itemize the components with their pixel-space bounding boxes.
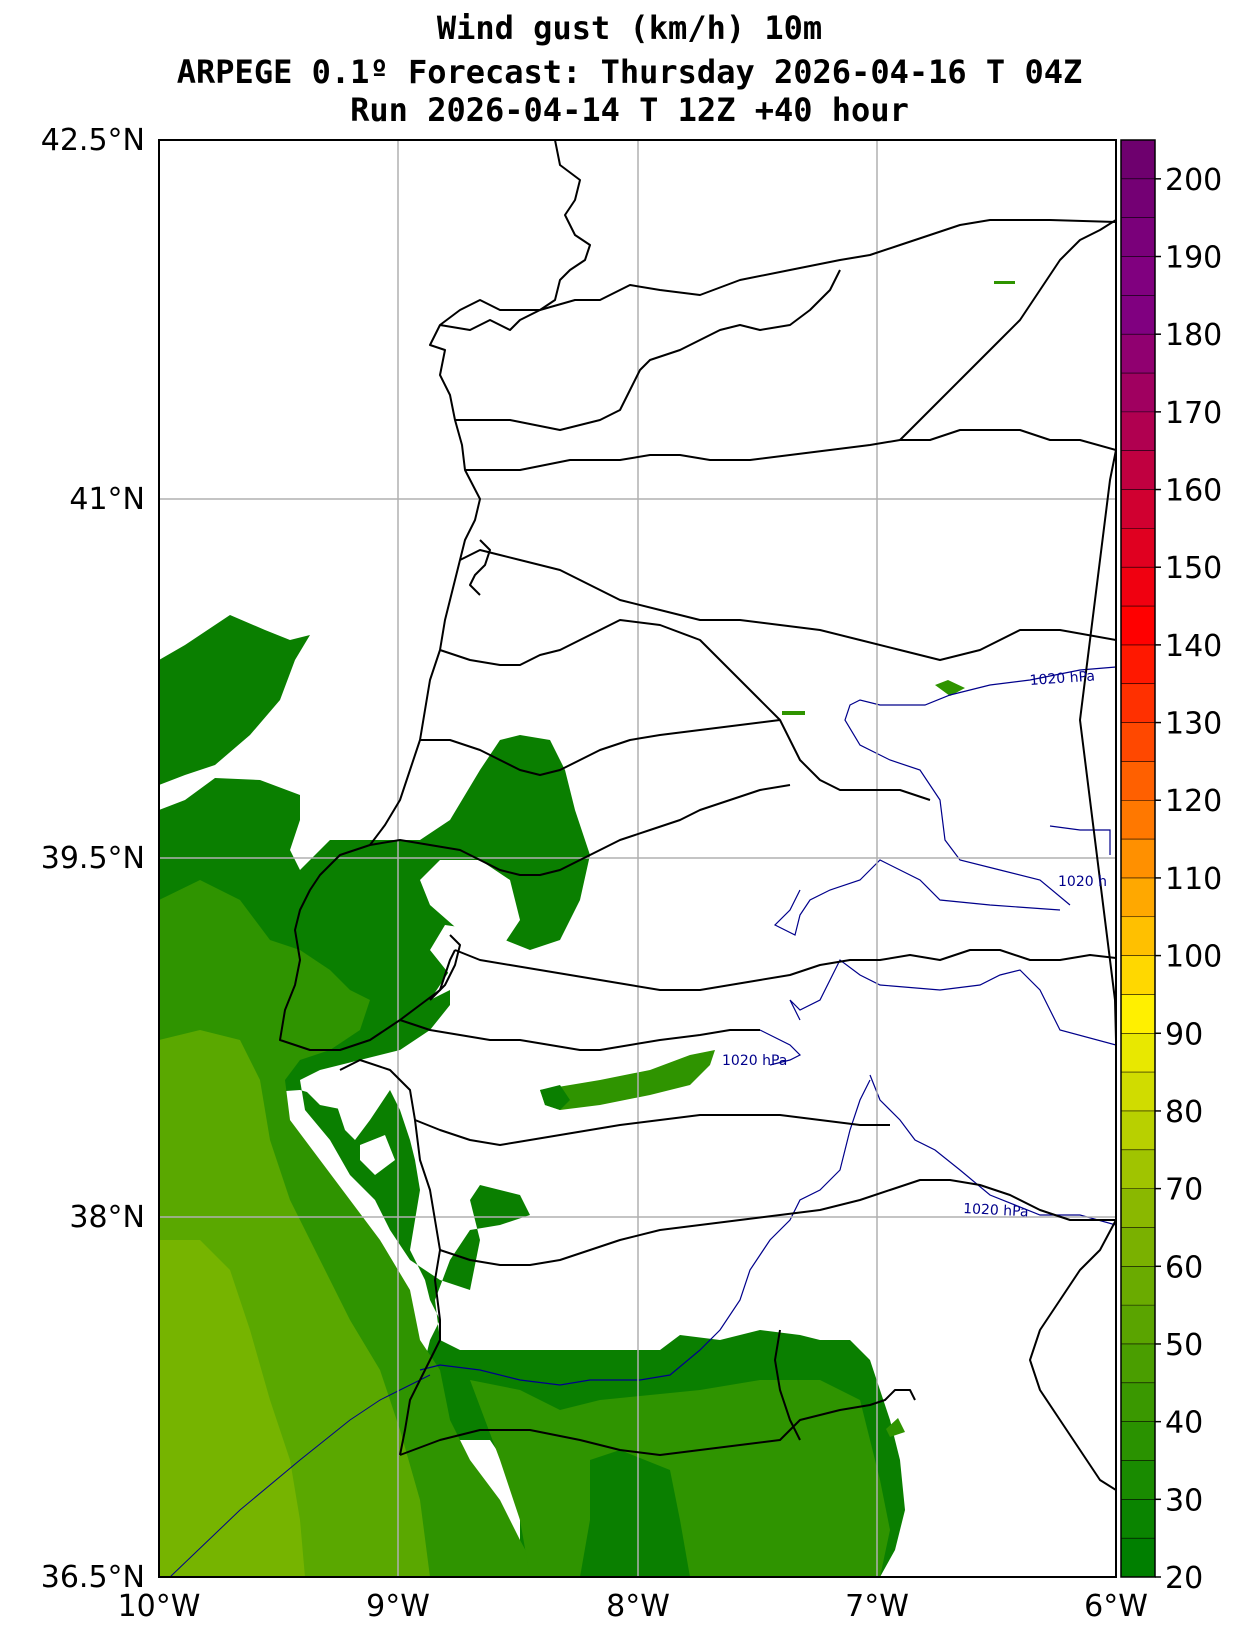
gust-patch-small2 (994, 281, 1015, 284)
lat-tick: 38°N (69, 1200, 145, 1235)
colorbar-segment (1121, 1499, 1155, 1539)
colorbar-segment (1121, 373, 1155, 413)
colorbar-tick-label: 140 (1165, 629, 1222, 664)
colorbar-tick-label: 90 (1165, 1017, 1203, 1052)
lon-tick: 7°W (845, 1589, 909, 1624)
colorbar-segment (1121, 450, 1155, 491)
colorbar-segment (1121, 1072, 1155, 1112)
colorbar-segment (1121, 178, 1155, 219)
boundaries (279, 140, 1116, 1491)
colorbar-segment (1121, 955, 1155, 995)
colorbar-segment (1121, 1538, 1155, 1578)
gust-field (159, 140, 1116, 1577)
colorbar-segment (1121, 489, 1155, 529)
colorbar-tick-label: 200 (1165, 163, 1222, 198)
colorbar-tick-label: 170 (1165, 396, 1222, 431)
gust-patch-small3 (886, 1418, 905, 1437)
colorbar-tick-label: 70 (1165, 1173, 1203, 1208)
gust-patch-offshore (159, 735, 905, 1577)
gust-hole-tejo (420, 860, 520, 1000)
isobar-label-2: 1020 h (1058, 874, 1107, 890)
colorbar-segment (1121, 1460, 1155, 1500)
gust-patch-inland (540, 1050, 715, 1110)
colorbar-segment (1121, 722, 1155, 762)
colorbar-segment (1121, 683, 1155, 724)
colorbar-tick-label: 20 (1165, 1561, 1203, 1596)
colorbar-tick-label: 130 (1165, 707, 1222, 742)
colorbar-tick-label: 110 (1165, 862, 1222, 897)
gust-hole-setubal (305, 1070, 380, 1110)
gust-patch-nw (159, 615, 310, 785)
isobars (419, 666, 1116, 1386)
map-title-line2: ARPEGE 0.1º Forecast: Thursday 2026-04-1… (176, 53, 1083, 91)
pressure-track (169, 1374, 431, 1577)
colorbar-segment (1121, 606, 1155, 646)
colorbar-segment (1121, 1382, 1155, 1423)
colorbar-tick-label: 190 (1165, 241, 1222, 276)
gust-hole-small (360, 1135, 395, 1175)
lat-tick: 42.5°N (41, 123, 145, 158)
isobar-label-1: 1020 hPa (1029, 668, 1095, 689)
colorbar-segment (1121, 761, 1155, 801)
colorbar-segment (1121, 916, 1155, 957)
gust-patch-small1 (782, 711, 805, 715)
colorbar-tick-label: 50 (1165, 1328, 1203, 1363)
isobar-label-4: 1020 hPa (963, 1201, 1029, 1220)
colorbar-tick-label: 40 (1165, 1406, 1203, 1441)
gust-patch-lighter (159, 1240, 305, 1577)
colorbar-segment (1121, 567, 1155, 607)
graticule (159, 140, 1116, 1577)
lon-tick: 10°W (118, 1589, 201, 1624)
colorbar-segment (1121, 1305, 1155, 1345)
colorbar-segment (1121, 1421, 1155, 1461)
map-frame (158, 139, 1117, 1578)
gust-patch-south (470, 1380, 890, 1577)
colorbar-segment (1121, 800, 1155, 840)
colorbar-segment (1121, 877, 1155, 918)
colorbar-segment (1121, 334, 1155, 374)
colorbar-segment (1121, 1188, 1155, 1228)
colorbar-segment (1121, 994, 1155, 1034)
colorbar-segment (1121, 528, 1155, 568)
colorbar-segment (1121, 256, 1155, 296)
colorbar-segment (1121, 295, 1155, 335)
colorbar (1120, 139, 1156, 1578)
gust-patch-inland-edge (540, 1085, 570, 1110)
lon-tick: 6°W (1084, 1589, 1148, 1624)
colorbar-segment (1121, 644, 1155, 685)
colorbar-segment (1121, 1227, 1155, 1267)
colorbar-tick-label: 160 (1165, 474, 1222, 509)
colorbar-tick-label: 100 (1165, 940, 1222, 975)
gust-patch-east (935, 680, 965, 696)
lat-tick: 41°N (69, 482, 145, 517)
lon-tick: 9°W (366, 1589, 430, 1624)
colorbar-tick-label: 30 (1165, 1483, 1203, 1518)
colorbar-segment (1121, 839, 1155, 879)
colorbar-segment (1121, 140, 1155, 180)
colorbar-segment (1121, 411, 1155, 452)
colorbar-segment (1121, 1033, 1155, 1073)
colorbar-labels: 200 190 180 170 160 150 140 130 120 110 100 90 80 70 6… (1155, 163, 1222, 1596)
colorbar-tick-label: 180 (1165, 318, 1222, 353)
lat-tick: 36.5°N (41, 1560, 145, 1595)
colorbar-tick-label: 150 (1165, 551, 1222, 586)
colorbar-frame (1120, 139, 1156, 1578)
colorbar-segment (1121, 1149, 1155, 1190)
colorbar-tick-label: 60 (1165, 1250, 1203, 1285)
colorbar-segment (1121, 1343, 1155, 1384)
lat-tick: 39.5°N (41, 841, 145, 876)
lat-axis: 42.5°N 41°N 39.5°N 38°N 36.5°N (41, 123, 145, 1595)
isobar-label-3: 1020 hPa (722, 1053, 787, 1069)
colorbar-tick-label: 80 (1165, 1095, 1203, 1130)
lon-tick: 8°W (606, 1589, 670, 1624)
colorbar-segment (1121, 1110, 1155, 1151)
colorbar-segment (1121, 217, 1155, 258)
map-title-line1: Wind gust (km/h) 10m (436, 9, 823, 47)
map-title-line3: Run 2026-04-14 T 12Z +40 hour (350, 91, 909, 129)
colorbar-tick-label: 120 (1165, 784, 1222, 819)
lon-axis: 10°W 9°W 8°W 7°W 6°W (118, 1589, 1148, 1624)
colorbar-segment (1121, 1266, 1155, 1306)
